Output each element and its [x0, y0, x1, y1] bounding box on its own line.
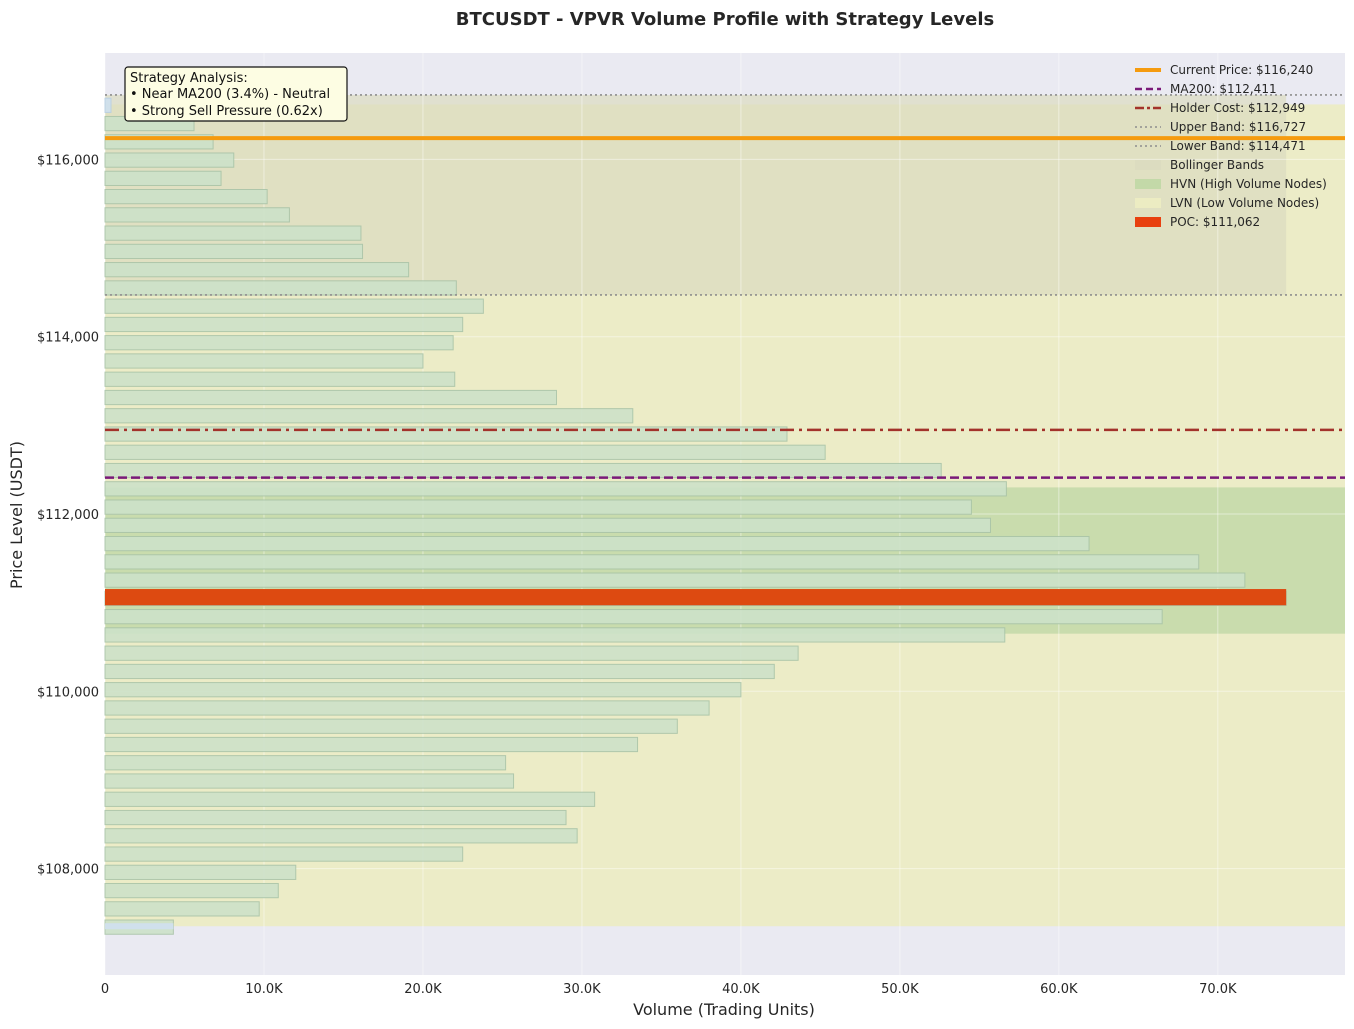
legend-label: Current Price: $116,240 — [1170, 63, 1313, 77]
legend-label: Holder Cost: $112,949 — [1170, 101, 1305, 115]
volume-bar — [104, 755, 507, 771]
volume-bar — [104, 773, 515, 789]
strategy-analysis-title: Strategy Analysis: — [130, 71, 248, 86]
y-tick-label: $108,000 — [37, 863, 99, 878]
volume-bar — [104, 535, 1090, 552]
x-tick-label: 50.0K — [881, 982, 919, 997]
volume-bar — [104, 609, 1163, 625]
volume-bar — [104, 280, 457, 296]
x-axis-label: Volume (Trading Units) — [633, 1000, 815, 1019]
volume-bar — [104, 481, 1007, 497]
volume-bar — [104, 882, 279, 899]
volume-bar — [104, 298, 484, 314]
legend-item-hvn: HVN (High Volume Nodes) — [1135, 177, 1327, 191]
legend-item-current: Current Price: $116,240 — [1135, 63, 1313, 77]
volume-bar — [104, 444, 826, 460]
volume-bars-layer — [104, 97, 1287, 935]
volume-bar — [104, 371, 456, 387]
volume-bar — [104, 700, 710, 716]
x-axis-ticks: 0 10.0K 20.0K 30.0K 40.0K 50.0K 60.0K 70.0K — [101, 982, 1237, 997]
strategy-analysis-box: Strategy Analysis: • Near MA200 (3.4%) -… — [124, 66, 348, 122]
volume-bar — [104, 389, 557, 406]
volume-bar — [104, 736, 639, 753]
volume-bar — [104, 627, 1006, 643]
legend-item-bollinger: Bollinger Bands — [1135, 158, 1264, 172]
x-tick-label: 20.0K — [404, 982, 442, 997]
volume-bar — [104, 572, 1246, 588]
bollinger-band-zone — [105, 94, 1287, 295]
y-tick-label: $110,000 — [37, 685, 99, 700]
volume-bar — [104, 864, 297, 880]
volume-bar — [104, 554, 1200, 570]
legend-label: POC: $111,062 — [1170, 215, 1260, 229]
volume-bar — [104, 207, 290, 223]
legend-item-ma200: MA200: $112,411 — [1135, 82, 1277, 96]
y-axis-ticks: $108,000 $110,000 $112,000 $114,000 $116,000 — [37, 153, 99, 877]
volume-bar — [104, 517, 991, 533]
legend-label: MA200: $112,411 — [1170, 82, 1277, 96]
legend-label: LVN (Low Volume Nodes) — [1170, 196, 1319, 210]
legend-item-upper: Upper Band: $116,727 — [1135, 120, 1306, 134]
volume-bar — [104, 809, 567, 826]
legend-swatch — [1135, 179, 1161, 189]
volume-bar — [104, 225, 362, 241]
volume-bar — [104, 663, 775, 680]
y-tick-label: $116,000 — [37, 153, 99, 168]
volume-bar — [104, 718, 678, 734]
volume-bar — [104, 262, 410, 278]
legend-swatch — [1135, 217, 1161, 227]
strategy-analysis-line-2: • Strong Sell Pressure (0.62x) — [130, 104, 323, 119]
volume-bar — [104, 152, 235, 168]
x-tick-label: 0 — [101, 982, 109, 997]
volume-bar — [104, 901, 260, 917]
legend-item-holder: Holder Cost: $112,949 — [1135, 101, 1305, 115]
volume-bar — [104, 97, 112, 113]
legend: Current Price: $116,240 MA200: $112,411 Ho… — [1135, 63, 1327, 229]
volume-bar — [104, 316, 464, 333]
zones-layer — [105, 94, 1345, 927]
legend-swatch — [1135, 198, 1161, 208]
x-tick-label: 60.0K — [1040, 982, 1078, 997]
poc-bar — [105, 589, 1287, 606]
legend-item-lvn: LVN (Low Volume Nodes) — [1135, 196, 1319, 210]
legend-item-lower: Lower Band: $114,471 — [1135, 139, 1306, 153]
chart-title: BTCUSDT - VPVR Volume Profile with Strat… — [456, 9, 994, 30]
volume-bar — [104, 353, 424, 369]
volume-bar — [104, 170, 222, 186]
volume-bar — [104, 188, 268, 205]
y-tick-label: $112,000 — [37, 508, 99, 523]
legend-item-poc: POC: $111,062 — [1135, 215, 1260, 229]
y-tick-label: $114,000 — [37, 331, 99, 346]
volume-bar — [104, 682, 742, 698]
strategy-analysis-line-1: • Near MA200 (3.4%) - Neutral — [130, 87, 330, 102]
x-tick-label: 30.0K — [563, 982, 601, 997]
legend-label: HVN (High Volume Nodes) — [1170, 177, 1327, 191]
volume-bar — [104, 462, 942, 479]
legend-label: Bollinger Bands — [1170, 158, 1264, 172]
x-tick-label: 10.0K — [245, 982, 283, 997]
volume-bar — [104, 335, 454, 351]
legend-label: Upper Band: $116,727 — [1170, 120, 1306, 134]
legend-swatch — [1135, 160, 1161, 170]
y-axis-label: Price Level (USDT) — [7, 441, 26, 589]
volume-bar — [104, 791, 596, 807]
volume-bar — [104, 645, 799, 661]
x-tick-label: 40.0K — [722, 982, 760, 997]
volume-bar — [104, 243, 364, 260]
strategy-analysis-frame — [124, 66, 348, 122]
volume-bar — [104, 828, 578, 844]
volume-bar — [104, 408, 634, 424]
volume-bar — [105, 923, 174, 930]
x-tick-label: 70.0K — [1199, 982, 1237, 997]
legend-label: Lower Band: $114,471 — [1170, 139, 1306, 153]
volume-bar — [104, 846, 464, 862]
volume-bar — [104, 499, 972, 515]
